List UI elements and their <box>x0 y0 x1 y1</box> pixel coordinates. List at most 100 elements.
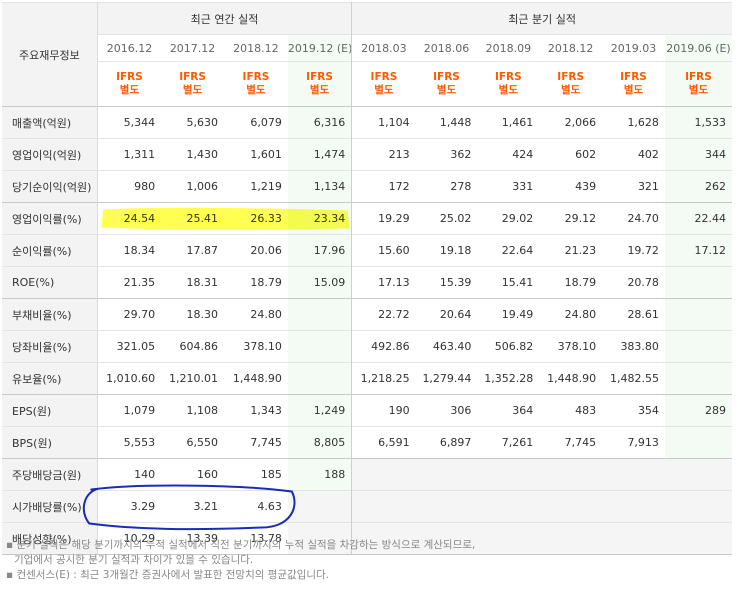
row-label: EPS(원) <box>2 394 98 427</box>
financial-table: 주요재무정보 최근 연간 실적 최근 분기 실적 2016.12 2017.12 2… <box>2 2 732 555</box>
quarter-title: 최근 분기 실적 <box>351 2 732 35</box>
annual-value: 29.70 <box>97 298 162 331</box>
quarter-value <box>602 490 665 523</box>
quarter-value <box>351 522 416 555</box>
quarter-value: 6,897 <box>415 426 478 459</box>
footnote-1-cont: 기업에서 공시한 분기 실적과 차이가 있을 수 있습니다. <box>14 554 254 566</box>
quarter-value: 1,533 <box>664 106 732 139</box>
row-label: 배당성향(%) <box>2 522 98 555</box>
quarter-value: 1,628 <box>602 106 665 139</box>
ifrs-label: IFRS 별도 <box>371 71 398 97</box>
period-header: 2018.09 <box>477 34 540 62</box>
quarter-value: 278 <box>415 170 478 203</box>
ifrs-line1: IFRS <box>433 71 460 83</box>
annual-value: 1,079 <box>97 394 162 427</box>
ifrs-line2: 별도 <box>309 84 330 96</box>
quarter-value: 22.72 <box>351 298 416 331</box>
period-header: 2018.12 <box>223 34 288 62</box>
quarter-value <box>664 330 732 363</box>
quarter-value <box>664 362 732 395</box>
quarter-value: 29.02 <box>477 202 540 235</box>
quarter-value: 7,913 <box>602 426 665 459</box>
ifrs-label: IFRS 별도 <box>685 71 712 97</box>
ifrs-badge: IFRS 별도 <box>97 61 162 107</box>
table-row: 시가배당률(%) 3.29 3.21 4.63 <box>2 490 732 523</box>
annual-value: 5,630 <box>161 106 224 139</box>
annual-value: 3.29 <box>97 490 162 523</box>
ifrs-badge: IFRS 별도 <box>477 61 540 107</box>
quarter-value: 21.23 <box>539 234 603 267</box>
quarter-value: 19.72 <box>602 234 665 267</box>
ifrs-label: IFRS 별도 <box>306 71 333 97</box>
annual-value: 8,805 <box>287 426 353 459</box>
quarter-value: 18.79 <box>539 266 603 299</box>
row-label: 당기순이익(억원) <box>2 170 98 203</box>
annual-value: 321.05 <box>97 330 162 363</box>
quarter-value: 22.44 <box>664 202 732 235</box>
quarter-value: 1,461 <box>477 106 540 139</box>
table-row: 당기순이익(억원) 980 1,006 1,219 1,134 172 278 331 439 3… <box>2 170 732 203</box>
quarter-value: 362 <box>415 138 478 171</box>
row-label: 당좌비율(%) <box>2 330 98 363</box>
ifrs-line2: 별도 <box>688 84 709 96</box>
ifrs-badge: IFRS 별도 <box>161 61 224 107</box>
quarter-value <box>602 522 665 555</box>
ifrs-label: IFRS 별도 <box>495 71 522 97</box>
quarter-value: 25.02 <box>415 202 478 235</box>
period-header: 2019.06 (E) <box>664 34 732 62</box>
annual-title: 최근 연간 실적 <box>97 2 353 35</box>
quarter-value: 439 <box>539 170 603 203</box>
row-label: 순이익률(%) <box>2 234 98 267</box>
annual-value: 18.79 <box>223 266 288 299</box>
quarter-value: 383.80 <box>602 330 665 363</box>
quarter-value: 24.70 <box>602 202 665 235</box>
quarter-value: 1,448.90 <box>539 362 603 395</box>
annual-value: 7,745 <box>223 426 288 459</box>
annual-value: 1,108 <box>161 394 224 427</box>
quarter-value <box>415 522 478 555</box>
quarter-value: 15.60 <box>351 234 416 267</box>
table-row: 배당성향(%) 10.29 13.39 13.78 <box>2 522 732 555</box>
ifrs-badge: IFRS 별도 <box>602 61 665 107</box>
annual-value: 24.80 <box>223 298 288 331</box>
annual-value: 1,430 <box>161 138 224 171</box>
ifrs-badge: IFRS 별도 <box>223 61 288 107</box>
annual-value: 185 <box>223 458 288 491</box>
annual-value: 17.87 <box>161 234 224 267</box>
row-label: BPS(원) <box>2 426 98 459</box>
ifrs-line1: IFRS <box>685 71 712 83</box>
ifrs-line1: IFRS <box>306 71 333 83</box>
ifrs-line2: 별도 <box>498 84 518 96</box>
annual-value: 1,249 <box>287 394 353 427</box>
quarter-value: 2,066 <box>539 106 603 139</box>
quarter-value: 492.86 <box>351 330 416 363</box>
table-row: 영업이익(억원) 1,311 1,430 1,601 1,474 213 362 424 602… <box>2 138 732 171</box>
row-label-header: 주요재무정보 <box>2 2 98 107</box>
annual-value: 1,219 <box>223 170 288 203</box>
annual-value: 26.33 <box>223 202 288 235</box>
annual-value: 10.29 <box>97 522 162 555</box>
quarter-value: 378.10 <box>539 330 603 363</box>
quarter-value: 321 <box>602 170 665 203</box>
ifrs-line2: 별도 <box>436 84 457 96</box>
annual-value: 1,134 <box>287 170 353 203</box>
quarter-value: 1,218.25 <box>351 362 416 395</box>
quarter-value: 17.12 <box>664 234 732 267</box>
annual-value: 604.86 <box>161 330 224 363</box>
ifrs-label: IFRS 별도 <box>116 71 143 97</box>
quarter-value: 1,279.44 <box>415 362 478 395</box>
annual-value: 20.06 <box>223 234 288 267</box>
quarter-value <box>351 458 416 491</box>
table-row: 부채비율(%) 29.70 18.30 24.80 22.72 20.64 19.49 24.… <box>2 298 732 331</box>
quarter-value: 7,745 <box>539 426 603 459</box>
ifrs-label: IFRS 별도 <box>179 71 206 97</box>
quarter-value: 213 <box>351 138 416 171</box>
annual-value: 4.63 <box>223 490 288 523</box>
annual-value <box>287 298 353 331</box>
footnote-2: ▪ 컨센서스(E) : 최근 3개월간 증권사에서 발표한 전망치의 평균값입니… <box>6 569 330 581</box>
ifrs-label: IFRS 별도 <box>620 71 647 97</box>
quarter-value: 20.64 <box>415 298 478 331</box>
quarter-value: 7,261 <box>477 426 540 459</box>
annual-value: 160 <box>161 458 224 491</box>
